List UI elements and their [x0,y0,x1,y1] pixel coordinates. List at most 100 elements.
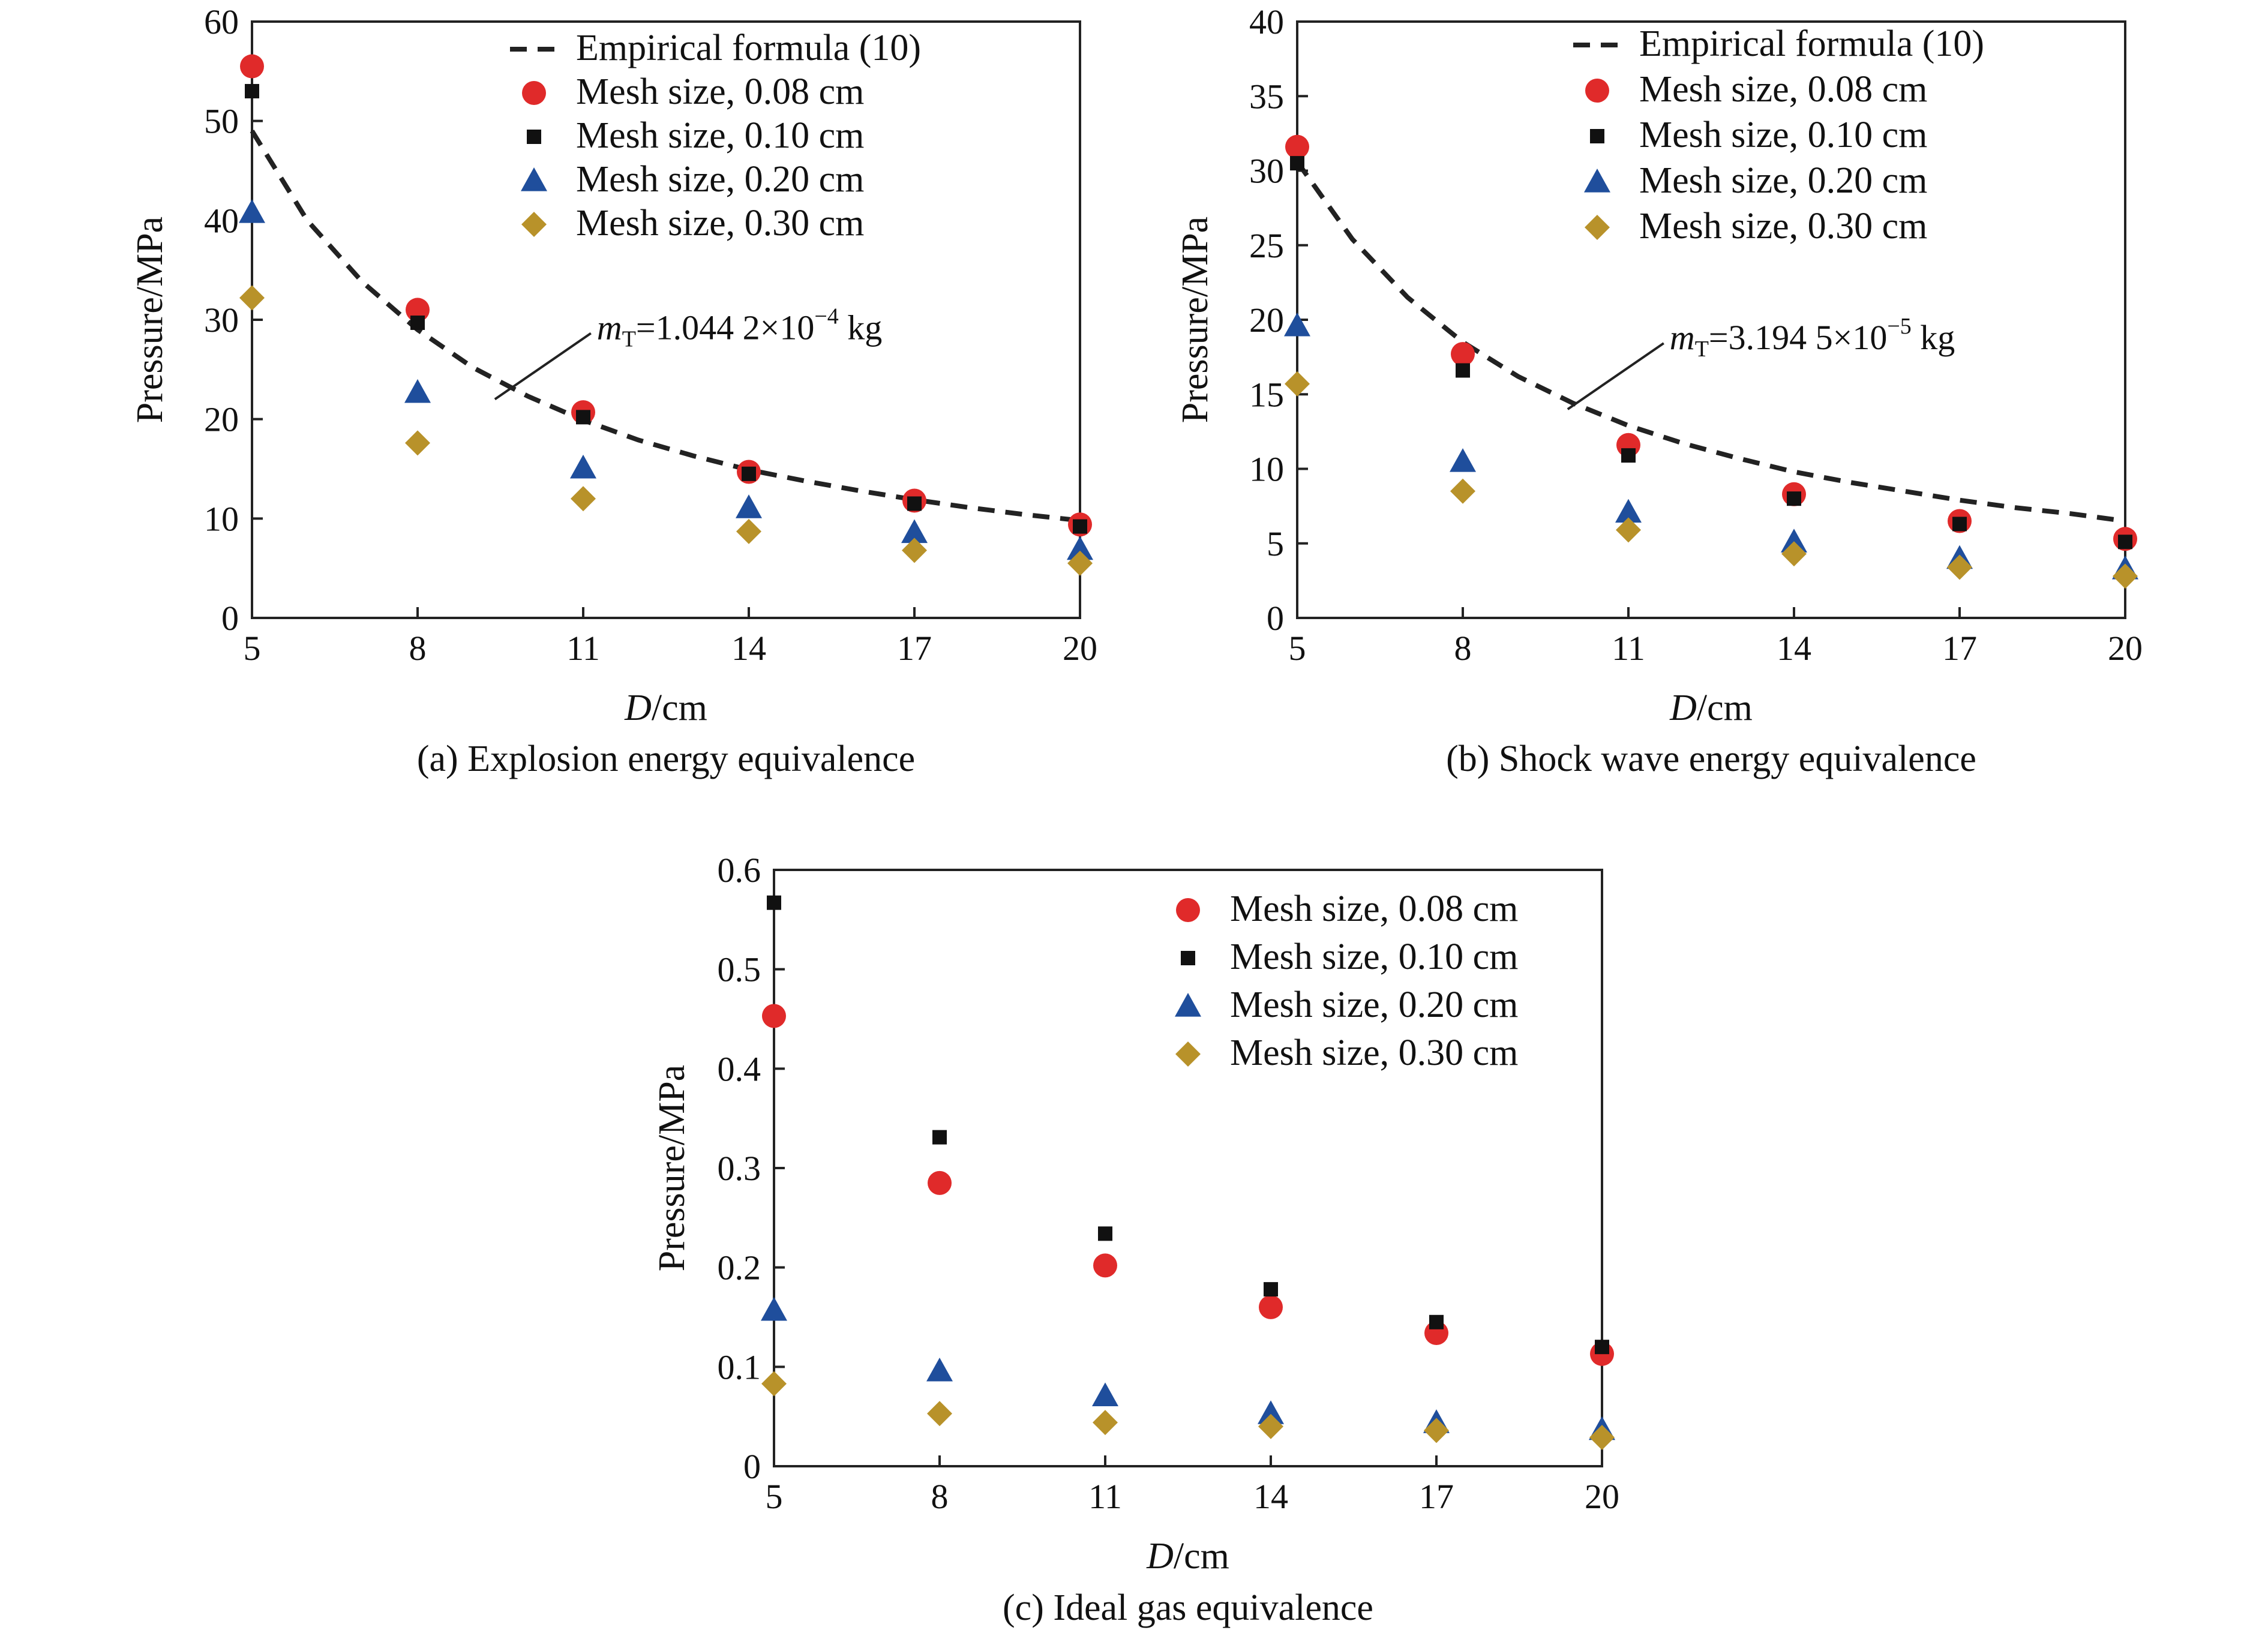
y-axis-label: Pressure/MPa [652,1065,692,1271]
legend-label: Mesh size, 0.10 cm [1639,115,1927,155]
data-point [239,199,265,223]
series-triangle [761,1296,1615,1440]
panel-c: 5 8 11 14 17 20 0 0.1 0.2 0.3 0.4 0.5 0.6 D/cm Pressur… [652,851,1619,1628]
series-diamond [1285,371,2138,589]
y-axis-label: Pressure/MPa [1175,217,1216,423]
data-point [1093,1410,1118,1436]
y-tick-label: 10 [204,499,239,538]
legend-marker [1585,215,1610,240]
x-axis-label: D/cm [1146,1536,1229,1577]
x-tick-label: 5 [1289,629,1306,668]
x-tick-label: 11 [1088,1477,1122,1516]
legend-marker [1181,951,1195,965]
annotation-leader [1567,342,1664,410]
panel-caption: (b) Shock wave energy equivalence [1446,739,1976,779]
data-point [404,379,431,403]
y-tick-label: 20 [1249,301,1284,340]
data-point [570,454,596,479]
data-point [902,538,927,563]
x-tick-label: 5 [766,1477,783,1516]
panel-caption: (a) Explosion energy equivalence [417,739,915,779]
legend-label: Mesh size, 0.20 cm [576,159,864,200]
data-point [1285,371,1310,397]
legend-marker [1590,129,1604,143]
data-point [742,466,756,481]
x-tick-label: 14 [1253,1477,1288,1516]
data-point [1456,363,1470,378]
legend-marker [522,81,546,105]
data-point [761,1371,787,1397]
x-tick-label: 5 [244,629,261,668]
charge-mass-annotation: mT=3.194 5×10−5 kg [1670,314,1955,362]
data-point [907,496,922,511]
x-tick-label: 11 [1612,629,1645,668]
series-diamond [239,285,1093,576]
data-point [1621,448,1636,463]
legend-marker [1585,79,1609,103]
x-tick-label: 14 [1777,629,1811,668]
x-axis-label: D/cm [624,688,707,728]
y-tick-label: 20 [204,400,239,439]
data-point [239,285,265,311]
series-square [767,895,1609,1355]
y-tick-label: 5 [1267,524,1284,563]
data-point [1615,499,1642,523]
y-tick-label: 15 [1249,375,1284,414]
data-point [1451,342,1475,367]
data-point [761,1296,787,1321]
data-point [1616,517,1641,543]
data-point [576,410,590,425]
legend-marker [1175,993,1201,1017]
data-point [762,1004,786,1028]
x-tick-label: 20 [1585,1477,1619,1516]
legend-label: Mesh size, 0.20 cm [1639,160,1927,201]
legend-label: Mesh size, 0.30 cm [1639,206,1927,247]
legend-label-curve: Empirical formula (10) [576,28,921,68]
data-point [240,54,264,79]
data-point [1284,312,1310,337]
x-tick-label: 20 [2108,629,2143,668]
y-axis-label: Pressure/MPa [130,217,170,423]
data-point [1781,541,1807,567]
series-square [245,83,1087,534]
data-point [1067,550,1093,576]
data-point [1285,134,1309,159]
data-point [1947,554,1972,580]
data-point [1595,1340,1609,1355]
y-tick-label: 10 [1249,450,1284,489]
data-point [1787,491,1801,506]
legend-label: Mesh size, 0.30 cm [576,203,864,244]
data-point [1424,1418,1449,1443]
data-point [1781,529,1807,553]
data-point [1259,1295,1283,1319]
data-point [1589,1424,1615,1450]
y-tick-label: 60 [204,2,239,41]
y-tick-label: 35 [1249,77,1284,116]
legend-label: Mesh size, 0.20 cm [1230,984,1518,1025]
legend-label: Mesh size, 0.08 cm [1230,888,1518,929]
empirical-formula-curve [250,130,1081,523]
data-point [1450,478,1475,504]
data-point [2118,535,2132,550]
legend-label: Mesh size, 0.10 cm [1230,936,1518,977]
x-tick-label: 17 [897,629,932,668]
data-point [767,895,781,910]
y-tick-label: 50 [204,102,239,141]
y-tick-label: 0.6 [718,851,761,890]
x-axis-label: D/cm [1669,688,1753,728]
annotation-leader [494,332,592,401]
panel-caption: (c) Ideal gas equivalence [1003,1587,1373,1628]
legend-marker [521,167,547,191]
data-point [245,83,259,98]
panel-a: 5 8 11 14 17 20 0 10 20 30 40 50 60 D/cm Pressure/MPa (… [130,2,1097,779]
x-tick-label: 8 [1454,629,1472,668]
y-tick-label: 0 [743,1447,761,1486]
data-point [927,1401,952,1427]
data-point [1092,1382,1118,1406]
data-point [1258,1400,1284,1424]
y-tick-label: 30 [204,301,239,340]
data-point [405,430,430,456]
legend-label: Mesh size, 0.08 cm [1639,69,1927,110]
data-point [1258,1413,1283,1439]
